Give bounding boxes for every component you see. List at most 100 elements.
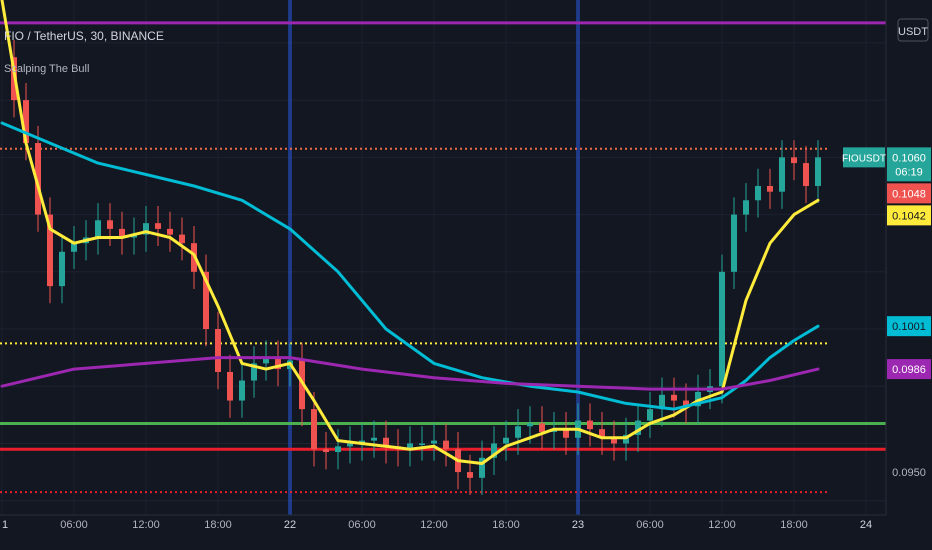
ma-line	[0, 121, 820, 411]
x-tick-label: 1	[2, 519, 8, 531]
candle-body	[791, 157, 797, 164]
day-separator	[288, 0, 292, 515]
candle-body	[323, 449, 329, 453]
candle-body	[611, 437, 617, 444]
candle-body	[539, 423, 545, 433]
candle-body	[47, 214, 53, 287]
candle-body	[743, 200, 749, 215]
symbol-tag	[843, 147, 885, 168]
candle-body	[527, 423, 533, 427]
time-axis-ticks: 1 06:00 12:00 18:00 22 06:00 12:00 18:00 23 06:00…	[2, 519, 872, 531]
price-axis[interactable]	[886, 0, 932, 515]
day-separators	[288, 0, 580, 515]
moving-averages	[0, 0, 820, 465]
x-tick-label: 06:00	[60, 519, 88, 531]
price-tag	[887, 183, 931, 204]
candle-body	[203, 271, 209, 330]
price-tag-value: 0.1060	[892, 152, 926, 164]
x-tick-label: 23	[572, 519, 584, 531]
x-tick-label: 24	[860, 519, 872, 531]
x-tick-label: 06:00	[636, 519, 664, 531]
x-tick-label: 22	[284, 519, 296, 531]
price-tag-time: 06:19	[895, 166, 923, 178]
candle-body	[335, 446, 341, 453]
candle-body	[719, 271, 725, 387]
candle-body	[671, 394, 677, 401]
x-tick-label: 12:00	[420, 519, 448, 531]
price-axis-ticks: 0.0950	[892, 467, 926, 479]
candle-body	[443, 440, 449, 450]
currency-label: USDT	[898, 26, 928, 38]
price-tag-value: 0.0986	[892, 364, 926, 376]
price-tag	[887, 205, 931, 226]
price-tag-value: 0.1042	[892, 210, 926, 222]
candle-body	[683, 400, 689, 407]
candle-body	[599, 429, 605, 438]
candle-body	[107, 220, 113, 229]
price-tag	[887, 147, 931, 182]
candle-body	[227, 371, 233, 401]
time-axis[interactable]	[0, 515, 932, 550]
candle-body	[347, 443, 353, 447]
candle-body	[179, 234, 185, 244]
candle-body	[659, 394, 665, 410]
candle-body	[155, 223, 161, 229]
candle-body	[23, 100, 29, 144]
candle-body	[167, 228, 173, 235]
candle-body	[803, 163, 809, 186]
candle-body	[215, 329, 221, 372]
ma-line	[0, 0, 820, 465]
candle-body	[563, 429, 569, 438]
candle-body	[251, 363, 257, 381]
price-tag-value: 0.1001	[892, 321, 926, 333]
candle-body	[59, 251, 65, 287]
candle-body	[647, 409, 653, 421]
candle-body	[383, 437, 389, 447]
candle-body	[407, 443, 413, 450]
candle-body	[491, 443, 497, 458]
symbol-title: FIO / TetherUS, 30, BINANCE	[4, 29, 164, 43]
candle-body	[503, 437, 509, 444]
candle-body	[731, 214, 737, 272]
candle-body	[815, 157, 821, 186]
price-tag	[887, 316, 931, 337]
candle-body	[239, 380, 245, 401]
price-tag-value: 0.1048	[892, 188, 926, 200]
candle-body	[515, 426, 521, 438]
price-tag	[887, 359, 931, 380]
candle-body	[311, 409, 317, 450]
symbol-tag-label: FIOUSDT	[842, 153, 886, 164]
candle-body	[143, 223, 149, 235]
x-tick-label: 18:00	[204, 519, 232, 531]
currency-button[interactable]	[897, 18, 929, 42]
candle-body	[635, 420, 641, 435]
indicator-name: Scalping The Bull	[4, 63, 89, 75]
candle-body	[263, 357, 269, 364]
x-tick-label: 18:00	[492, 519, 520, 531]
price-tags: 0.1060 06:19 FIOUSDT 0.1048 0.1042 0.1001 0.09…	[842, 147, 931, 380]
day-separator	[576, 0, 580, 515]
y-tick-label: 0.0950	[892, 467, 926, 479]
x-tick-label: 12:00	[132, 519, 160, 531]
candle-body	[95, 220, 101, 238]
candle-body	[71, 243, 77, 252]
candle-body	[755, 185, 761, 201]
candle-body	[35, 143, 41, 215]
ma-line	[0, 356, 820, 391]
x-tick-label: 18:00	[780, 519, 808, 531]
grid-lines	[0, 0, 886, 515]
candle-body	[119, 228, 125, 238]
candle-body	[299, 360, 305, 410]
candle-body	[431, 440, 437, 444]
x-tick-label: 06:00	[348, 519, 376, 531]
x-tick-label: 12:00	[708, 519, 736, 531]
candle-body	[587, 420, 593, 430]
candle-body	[779, 157, 785, 192]
candle-body	[767, 185, 773, 192]
candle-body	[479, 457, 485, 478]
candle-body	[275, 357, 281, 370]
candle-body	[467, 472, 473, 478]
candle-body	[419, 443, 425, 445]
